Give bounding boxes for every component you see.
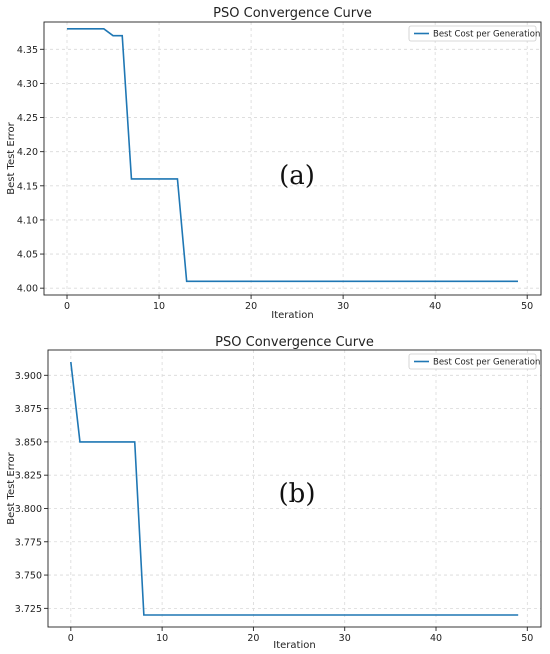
y-tick-label: 3.875 — [15, 404, 42, 415]
panel-tag: (b) — [279, 479, 316, 509]
y-tick-label: 4.25 — [17, 113, 38, 124]
y-tick-label: 3.775 — [15, 537, 42, 548]
legend-label: Best Cost per Generation — [433, 30, 540, 40]
x-tick-label: 0 — [68, 633, 74, 644]
y-tick-label: 3.750 — [15, 571, 42, 582]
y-tick-label: 3.900 — [15, 371, 42, 382]
y-tick-label: 4.15 — [17, 181, 38, 192]
y-axis-label: Best Test Error — [6, 121, 17, 194]
plot-frame — [47, 349, 542, 628]
y-axis-label: Best Test Error — [6, 451, 17, 524]
series-line-best-cost — [67, 28, 518, 283]
y-tick-label: 4.10 — [17, 215, 38, 226]
legend-label: Best Cost per Generation — [433, 358, 540, 368]
y-tick-label: 4.30 — [17, 79, 38, 90]
y-tick-label: 3.850 — [15, 437, 42, 448]
x-tick-label: 10 — [156, 633, 168, 644]
legend-box — [408, 353, 537, 370]
x-tick-label: 50 — [521, 301, 533, 312]
x-tick-label: 30 — [339, 633, 351, 644]
x-tick-label: 0 — [64, 301, 70, 312]
series-line-best-cost — [70, 361, 519, 616]
x-tick-label: 40 — [429, 301, 441, 312]
chart-title: PSO Convergence Curve — [213, 6, 372, 21]
chart-panel-b: 0 10 20 30 40 50 3.725 3.750 3.775 3.800 3.825 3.85… — [6, 335, 542, 651]
legend-box — [408, 25, 537, 42]
y-tick-label: 3.725 — [15, 604, 42, 615]
y-tick-label: 3.800 — [15, 504, 42, 515]
x-axis-label: Iteration — [271, 310, 313, 321]
x-tick-label: 30 — [337, 301, 349, 312]
y-tick-label: 4.00 — [17, 284, 38, 295]
x-tick-label: 40 — [430, 633, 442, 644]
chart-panel-a: 0 10 20 30 40 50 4.00 4.05 4.10 4.15 4.20 4.25 4.30 4… — [6, 6, 542, 321]
x-tick-label: 20 — [245, 301, 257, 312]
x-tick-label: 20 — [247, 633, 259, 644]
y-tick-label: 4.05 — [17, 250, 38, 261]
x-tick-label: 50 — [521, 633, 533, 644]
panel-tag: (a) — [279, 161, 315, 191]
chart-title: PSO Convergence Curve — [215, 335, 374, 350]
y-tick-label: 3.825 — [15, 471, 42, 482]
x-tick-label: 10 — [153, 301, 165, 312]
y-tick-label: 4.20 — [17, 147, 38, 158]
plot-frame — [43, 21, 542, 296]
y-tick-label: 4.35 — [17, 45, 38, 56]
x-axis-label: Iteration — [273, 640, 315, 651]
